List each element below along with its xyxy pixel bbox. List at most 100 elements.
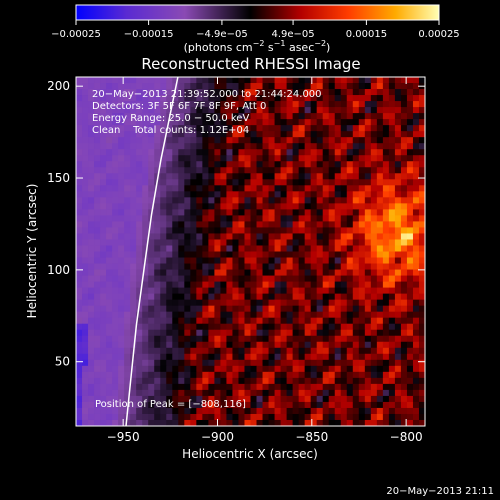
heatmap-cell [334, 221, 342, 228]
heatmap-cell [148, 305, 155, 313]
heatmap-cell [202, 215, 209, 222]
heatmap-cell [382, 419, 390, 426]
heatmap-cell [136, 353, 143, 361]
heatmap-cell [286, 113, 294, 120]
heatmap-cell [268, 233, 275, 240]
heatmap-cell [358, 251, 366, 258]
heatmap-cell [256, 287, 263, 295]
heatmap-cell [382, 239, 390, 246]
heatmap-cell [130, 359, 137, 367]
heatmap-cell [220, 143, 227, 150]
heatmap-cell [382, 83, 390, 90]
heatmap-cell [190, 317, 197, 325]
heatmap-cell [286, 263, 294, 270]
heatmap-cell [238, 413, 245, 421]
heatmap-cell [358, 221, 366, 228]
heatmap-cell [238, 101, 245, 108]
heatmap-cell [238, 227, 245, 234]
heatmap-cell [106, 335, 113, 343]
heatmap-cell [160, 413, 167, 421]
heatmap-cell [130, 227, 137, 234]
heatmap-cell [334, 77, 342, 84]
heatmap-cell [340, 257, 348, 264]
heatmap-cell [136, 137, 143, 144]
heatmap-cell [106, 167, 113, 174]
heatmap-cell [346, 221, 354, 228]
heatmap-cell [214, 101, 221, 108]
heatmap-cell [412, 329, 420, 337]
heatmap-cell [256, 185, 263, 192]
heatmap-cell [280, 305, 288, 313]
heatmap-cell [382, 227, 390, 234]
heatmap-cell [418, 167, 425, 174]
heatmap-cell [160, 137, 167, 144]
heatmap-cell [166, 191, 173, 198]
heatmap-cell [364, 191, 372, 198]
heatmap-cell [124, 227, 131, 234]
heatmap-cell [100, 233, 107, 240]
heatmap-cell [220, 353, 227, 361]
heatmap-cell [154, 137, 161, 144]
heatmap-cell [82, 329, 89, 337]
heatmap-cell [220, 107, 227, 114]
heatmap-cell [298, 209, 306, 216]
heatmap-cell [232, 149, 239, 156]
heatmap-cell [190, 359, 197, 367]
heatmap-cell [190, 287, 197, 295]
heatmap-cell [136, 287, 143, 295]
heatmap-cell [322, 269, 330, 276]
heatmap-cell [316, 275, 324, 282]
heatmap-cell [154, 215, 161, 222]
heatmap-cell [280, 227, 288, 234]
heatmap-cell [256, 347, 263, 355]
heatmap-cell [244, 221, 251, 228]
heatmap-cell [232, 287, 239, 295]
heatmap-cell [160, 101, 167, 108]
heatmap-cell [364, 371, 372, 379]
heatmap-cell [352, 401, 360, 409]
heatmap-cell [226, 119, 233, 126]
heatmap-cell [346, 95, 354, 102]
heatmap-cell [100, 179, 107, 186]
heatmap-cell [112, 113, 119, 120]
heatmap-cell [274, 383, 281, 391]
heatmap-cell [370, 197, 378, 204]
heatmap-cell [184, 389, 191, 397]
heatmap-cell [124, 251, 131, 258]
heatmap-cell [298, 353, 306, 361]
heatmap-cells [76, 77, 425, 426]
heatmap-cell [178, 263, 185, 270]
heatmap-cell [226, 341, 233, 349]
heatmap-cell [226, 419, 233, 426]
heatmap-cell [298, 131, 306, 138]
heatmap-cell [394, 275, 402, 282]
heatmap-cell [256, 173, 263, 180]
heatmap-cell [292, 347, 300, 355]
heatmap-cell [214, 251, 221, 258]
heatmap-cell [382, 113, 390, 120]
heatmap-cell [100, 239, 107, 246]
heatmap-cell [286, 311, 294, 319]
heatmap-cell [352, 365, 360, 373]
heatmap-cell [94, 125, 101, 132]
heatmap-cell [100, 89, 107, 96]
heatmap-cell [220, 119, 227, 126]
heatmap-cell [196, 407, 203, 415]
heatmap-cell [370, 365, 378, 373]
heatmap-cell [112, 377, 119, 385]
heatmap-cell [292, 185, 300, 192]
heatmap-cell [76, 311, 83, 319]
heatmap-cell [142, 263, 149, 270]
heatmap-cell [232, 305, 239, 313]
heatmap-cell [244, 203, 251, 210]
heatmap-cell [280, 107, 288, 114]
heatmap-cell [148, 161, 155, 168]
heatmap-cell [292, 317, 300, 325]
heatmap-cell [214, 371, 221, 379]
heatmap-cell [154, 407, 161, 415]
heatmap-cell [274, 197, 281, 204]
heatmap-cell [76, 149, 83, 156]
heatmap-cell [406, 167, 414, 174]
heatmap-cell [82, 269, 89, 276]
